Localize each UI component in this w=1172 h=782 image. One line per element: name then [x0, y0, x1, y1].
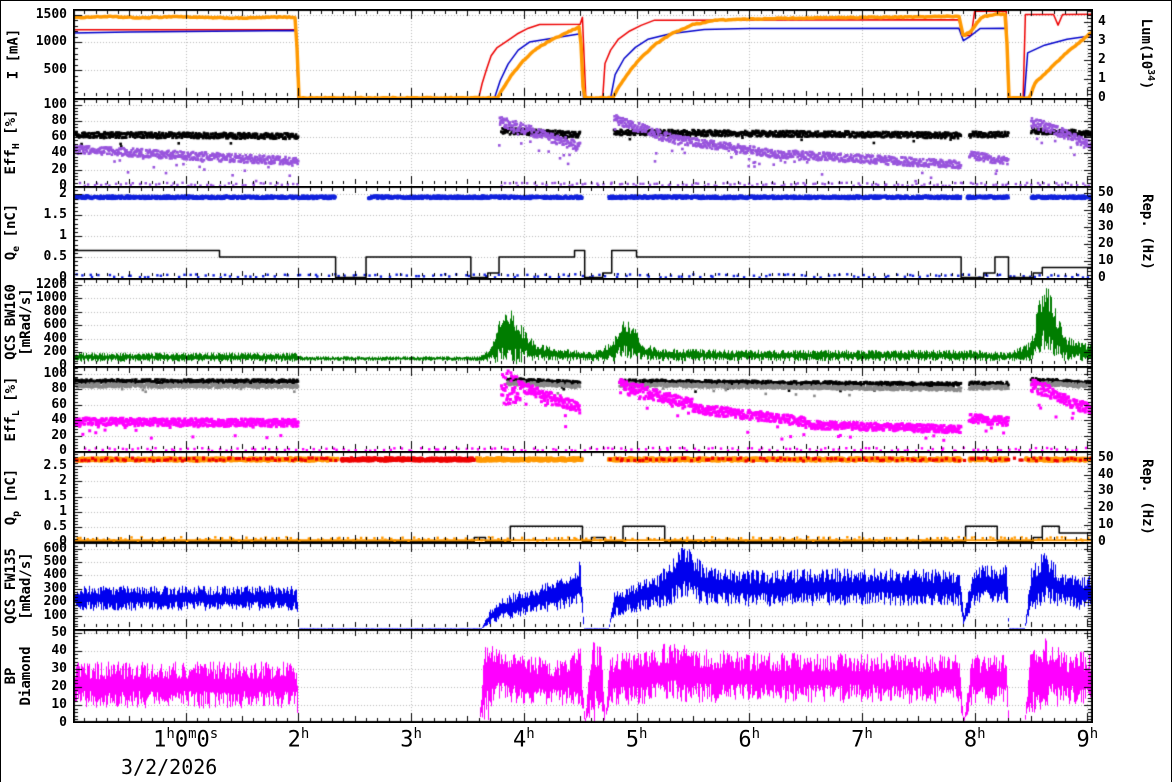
y-tick-label: 20: [51, 161, 67, 177]
y-tick-label: 1200: [35, 276, 67, 292]
right-tick-label: 50: [1098, 184, 1114, 200]
x-tick-label: 5h: [625, 726, 648, 753]
y-tick-label: 80: [51, 381, 67, 397]
y-tick-label: 1.5: [43, 207, 67, 223]
panel-qcs-bw160: [73, 278, 1093, 366]
y-tick-label: 500: [43, 62, 67, 78]
x-tick-label: 2h: [287, 726, 310, 753]
right-tick-label: 0: [1098, 90, 1106, 105]
right-tick-label: 40: [1098, 201, 1114, 217]
y-tick-label: 40: [51, 145, 67, 161]
panel-eff-h: [73, 98, 1093, 186]
right-tick-label: 3: [1098, 33, 1106, 49]
y-tick-label: 0.5: [43, 249, 67, 265]
right-tick-label: 2: [1098, 52, 1106, 68]
right-tick-label: 10: [1098, 252, 1114, 268]
panel-bp-diamond: [73, 629, 1093, 723]
y-tick-label: 0: [59, 534, 67, 549]
y-tick-label: 600: [43, 540, 67, 556]
axis-title-eff-h: EffH [%]: [3, 109, 22, 175]
y-tick-label: 40: [51, 642, 67, 658]
y-tick-label: 20: [51, 678, 67, 694]
panel-qp-rep: [73, 451, 1093, 542]
y-tick-label: 0: [59, 270, 67, 285]
right-tick-label: 30: [1098, 218, 1114, 234]
right-tick-label: 1: [1098, 71, 1106, 87]
axis-title-qcs-bw160: QCS BW160 [mRad/s]: [3, 284, 34, 360]
y-tick-label: 1: [59, 228, 67, 244]
x-tick-label: 7h: [851, 726, 873, 753]
panel-eff-l: [73, 366, 1093, 451]
y-tick-label: 200: [43, 594, 67, 610]
y-tick-label: 800: [43, 303, 67, 319]
y-tick-label: 10: [51, 696, 67, 712]
x-tick-label: 4h: [512, 726, 535, 753]
y-tick-label: 100: [43, 96, 67, 112]
right-tick-label: 0: [1098, 534, 1106, 549]
axis-title-qp-rep: Qp [nC]: [3, 468, 22, 525]
axis-title-right-qe-rep: Rep. (Hz): [1139, 194, 1155, 270]
axis-title-bp-diamond: BP Diamond: [3, 646, 34, 706]
y-tick-label: 1500: [35, 6, 67, 22]
y-tick-label: 60: [51, 396, 67, 412]
x-tick-label: 1h0m0s: [153, 726, 219, 753]
y-tick-label: 2.5: [43, 458, 67, 474]
axis-title-right-current-luminosity: Lum(1034): [1138, 18, 1156, 89]
y-tick-label: 100: [43, 365, 67, 381]
right-tick-label: 0: [1098, 270, 1106, 285]
y-tick-label: 1: [59, 503, 67, 519]
axis-title-right-qp-rep: Rep. (Hz): [1139, 458, 1155, 535]
axis-title-qcs-fw135: QCS FW135 [mRad/s]: [3, 547, 34, 624]
panel-qcs-fw135: [73, 542, 1093, 629]
y-tick-label: 2: [59, 186, 67, 202]
x-tick-label: 9h: [1076, 726, 1099, 753]
y-tick-label: 0: [59, 358, 67, 373]
y-tick-label: 1.5: [43, 488, 67, 504]
panel-current-luminosity: [73, 9, 1093, 98]
y-tick-label: 20: [51, 427, 67, 443]
y-tick-label: 300: [43, 580, 67, 596]
right-tick-label: 10: [1098, 517, 1114, 533]
right-tick-label: 20: [1098, 500, 1114, 516]
x-tick-label: 6h: [738, 726, 761, 753]
right-tick-label: 4: [1098, 14, 1106, 30]
right-tick-label: 30: [1098, 483, 1114, 499]
y-tick-label: 0: [59, 443, 67, 458]
y-tick-label: 600: [43, 317, 67, 333]
panel-qe-rep: [73, 186, 1093, 278]
y-tick-label: 2: [59, 473, 67, 489]
y-tick-label: 400: [43, 330, 67, 346]
y-tick-label: 1000: [35, 34, 67, 50]
y-tick-label: 100: [43, 607, 67, 623]
x-tick-label: 3h: [400, 726, 422, 753]
date-label: 3/2/2026: [121, 755, 218, 779]
axis-title-current-luminosity: I [mA]: [5, 28, 22, 79]
y-tick-label: 1000: [35, 290, 67, 306]
y-tick-label: 0.5: [43, 518, 67, 534]
y-tick-label: 50: [51, 624, 67, 640]
y-tick-label: 0: [59, 715, 67, 730]
right-tick-label: 40: [1098, 466, 1114, 482]
y-tick-label: 400: [43, 567, 67, 583]
y-tick-label: 80: [51, 112, 67, 128]
y-tick-label: 40: [51, 412, 67, 428]
y-tick-label: 500: [43, 554, 67, 570]
right-tick-label: 20: [1098, 235, 1114, 251]
y-tick-label: 0: [59, 178, 67, 193]
y-tick-label: 30: [51, 660, 67, 676]
right-tick-label: 50: [1098, 449, 1114, 465]
y-tick-label: 60: [51, 129, 67, 145]
x-tick-label: 8h: [963, 726, 986, 753]
y-tick-label: 200: [43, 344, 67, 360]
axis-title-eff-l: EffL [%]: [3, 376, 22, 441]
axis-title-qe-rep: Qe [nC]: [3, 203, 22, 261]
